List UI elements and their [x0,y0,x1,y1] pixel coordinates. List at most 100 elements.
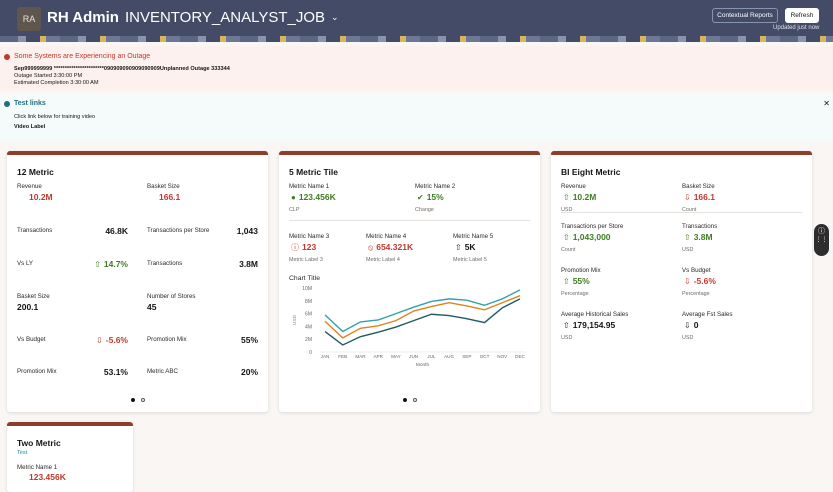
page-dot-2[interactable] [412,398,417,402]
metric-value: ● 123.456K [291,192,336,202]
info-title: Test links [14,100,46,107]
metric-value-text: 46.8K [105,226,128,236]
floating-help-widget[interactable]: ⓘ ⋮⋮ [814,224,829,256]
metric-sublabel: Percentage [561,291,589,297]
line-chart: 0 2M 4M 6M 8M 10M JAN FEB MAR APR MAY JUN JUL AUG SEP O… [292,286,526,368]
updated-status: Updated just now [773,25,820,31]
metric-sublabel: USD [682,247,694,253]
series-line-1 [324,289,521,333]
metric-label: Metric Name 1 [17,464,58,471]
metric-value-text: 55% [240,335,258,345]
y-tick-label: 0 [309,350,312,356]
card-12-metric: 12 Metric Revenue 10.2M Basket Size 166.1 Tr… [7,151,268,412]
user-name: RH Admin [47,9,119,26]
y-tick-label: 10M [302,286,312,292]
info-notice: Test links Click link below for training… [0,93,833,141]
grid-icon[interactable]: ⋮⋮ [815,237,828,243]
metric-value-text: 166.1 [693,192,715,202]
x-tick-label: JAN [321,354,330,359]
metric-label: Basket Size [682,183,715,190]
refresh-button[interactable]: Refresh [785,8,819,23]
metric-label: Metric Name 4 [366,233,407,240]
metric-label: Transactions [17,227,53,234]
metric-value: ⇧ 1,043,000 [563,232,611,242]
pagination-dots [279,398,540,404]
metric-value-text: 14.7% [103,259,128,269]
metric-label: Promotion Mix [147,336,187,343]
x-tick-label: MAY [391,354,401,359]
x-tick-label: OCT [480,354,490,359]
metric-label: Vs Budget [682,267,711,274]
metric-value-text: 5K [464,242,476,252]
metric-value: ⇧ 179,154.95 [563,320,615,330]
app-header: RA RH Admin INVENTORY_ANALYST_JOB ⌄ Cont… [0,0,833,42]
metric-label: Transactions [682,223,718,230]
metric-value-text: 200.1 [17,302,39,312]
metric-label: Revenue [17,183,42,190]
metric-value: 53.1% [104,367,128,377]
divider [561,212,802,213]
metric-value: ⇩ -5.6% [96,335,128,345]
metric-sublabel: Metric Label 5 [453,257,487,263]
metric-label: Transactions per Store [147,227,210,234]
metric-value: 3.8M [239,259,258,269]
card-subtitle: Test [17,450,28,456]
metric-label: Metric Name 3 [289,233,330,240]
outage-notice: Some Systems are Experiencing an Outage … [0,46,833,91]
x-tick-label: AUG [444,354,454,359]
info-circle-icon: ● [291,193,296,202]
metric-value: ⓘ 123 [291,242,316,253]
metric-label: Average Historical Sales [561,311,629,318]
title-bar: RH Admin INVENTORY_ANALYST_JOB ⌄ [47,9,339,26]
page-dot-2[interactable] [140,398,145,402]
job-selector[interactable]: INVENTORY_ANALYST_JOB [124,9,326,26]
metric-value: ✔ 15% [417,192,444,202]
metric-sublabel: Change [415,207,434,213]
metric-value-text: 3.8M [239,259,258,269]
header-banner-pattern [0,36,833,42]
arrow-down-icon: ⇩ [684,277,691,286]
x-tick-label: DEC [515,354,525,359]
y-axis-label: USD [292,314,298,325]
x-tick-label: JUL [427,354,436,359]
outage-start: Outage Started 3:30:00 PM [14,73,83,79]
metric-value-text: 1,043 [236,226,258,236]
metric-value: 20% [241,367,258,377]
metric-value-text: 166.1 [159,192,181,202]
card-bi-eight-metric: BI Eight Metric Revenue ⇧ 10.2M USD Basket S… [551,151,812,412]
metric-value: 1,043 [237,226,258,236]
card-title: Two Metric [17,438,61,448]
metric-value-text: 55% [572,276,590,286]
info-icon[interactable]: ⓘ [818,228,825,235]
metric-label: Vs Budget [17,336,46,343]
page-dot-1[interactable] [130,398,135,402]
card-title: 5 Metric Tile [289,167,338,177]
arrow-up-icon: ⇧ [684,233,691,242]
metric-value: 55% [241,335,258,345]
page-dot-1[interactable] [402,398,407,402]
avatar[interactable]: RA [17,7,41,31]
metric-label: Revenue [561,183,586,190]
outage-message: Sep999999999 ***********************0909… [14,66,230,72]
metric-sublabel: USD [561,335,573,341]
metric-value: 45 [147,302,156,312]
metric-value-text: 53.1% [103,367,128,377]
contextual-reports-button[interactable]: Contextual Reports [712,8,778,23]
chart-title: Chart Title [289,275,320,282]
arrow-up-icon: ⇧ [563,233,570,242]
metric-value: 123.456K [29,472,66,482]
y-tick-label: 4M [305,324,312,330]
metric-value: 200.1 [17,302,38,312]
metric-label: Promotion Mix [561,267,601,274]
chevron-down-icon[interactable]: ⌄ [331,12,339,22]
metric-value: ⇧ 55% [563,276,590,286]
metric-value: ⇧ 10.2M [563,192,596,202]
y-tick-label: 8M [305,299,312,305]
metric-sublabel: Metric Label 3 [289,257,323,263]
video-link[interactable]: Video Label [14,124,46,130]
metric-value: ⇧ 5K [455,242,476,252]
metric-value: ⇩ -5.6% [684,276,716,286]
arrow-down-icon: ⇩ [684,321,691,330]
close-icon[interactable]: ✕ [823,99,830,108]
x-axis-label: Month [416,362,430,368]
